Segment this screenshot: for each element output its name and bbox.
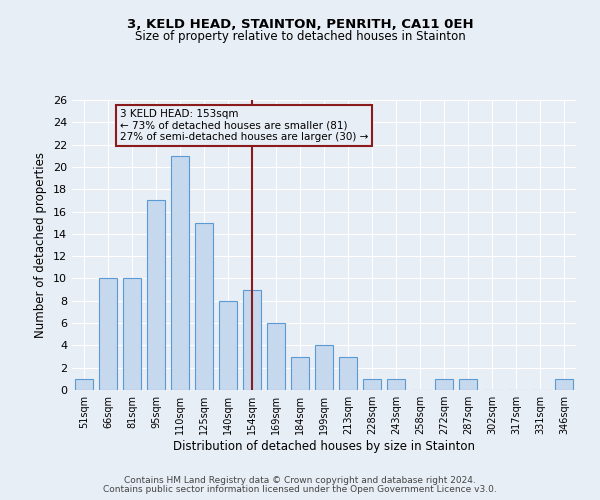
Bar	[291, 356, 309, 390]
Bar	[363, 379, 381, 390]
Bar	[555, 379, 573, 390]
X-axis label: Distribution of detached houses by size in Stainton: Distribution of detached houses by size …	[173, 440, 475, 453]
Bar	[123, 278, 141, 390]
Bar	[99, 278, 117, 390]
Bar	[267, 323, 285, 390]
Bar	[435, 379, 453, 390]
Bar	[459, 379, 477, 390]
Text: 3, KELD HEAD, STAINTON, PENRITH, CA11 0EH: 3, KELD HEAD, STAINTON, PENRITH, CA11 0E…	[127, 18, 473, 30]
Text: Size of property relative to detached houses in Stainton: Size of property relative to detached ho…	[134, 30, 466, 43]
Y-axis label: Number of detached properties: Number of detached properties	[34, 152, 47, 338]
Bar	[171, 156, 189, 390]
Bar	[315, 346, 333, 390]
Text: Contains public sector information licensed under the Open Government Licence v3: Contains public sector information licen…	[103, 485, 497, 494]
Bar	[243, 290, 261, 390]
Bar	[75, 379, 93, 390]
Bar	[147, 200, 165, 390]
Bar	[219, 301, 237, 390]
Bar	[195, 222, 213, 390]
Text: 3 KELD HEAD: 153sqm
← 73% of detached houses are smaller (81)
27% of semi-detach: 3 KELD HEAD: 153sqm ← 73% of detached ho…	[120, 108, 368, 142]
Text: Contains HM Land Registry data © Crown copyright and database right 2024.: Contains HM Land Registry data © Crown c…	[124, 476, 476, 485]
Bar	[387, 379, 405, 390]
Bar	[339, 356, 357, 390]
